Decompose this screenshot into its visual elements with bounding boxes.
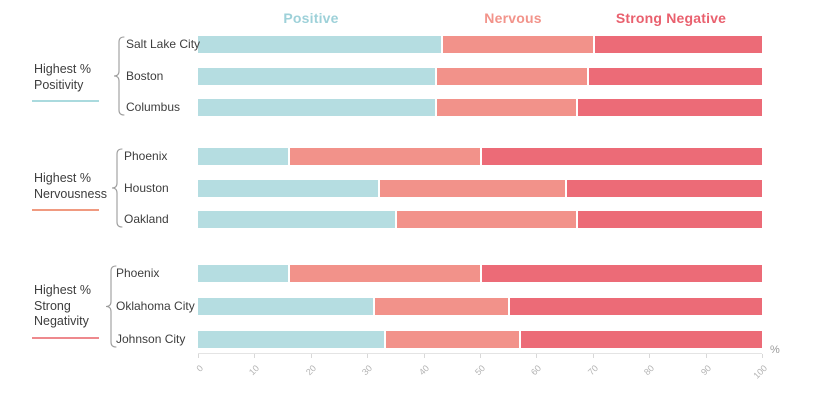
bar-row: Columbus (126, 99, 762, 116)
group-label-line: Highest % (34, 62, 91, 76)
segment-nervous (384, 331, 520, 348)
segment-strong-negative (519, 331, 762, 348)
segment-positive (198, 179, 379, 197)
group-underline (32, 209, 99, 211)
segment-positive (198, 99, 435, 116)
tick-label: 0 (194, 363, 206, 374)
city-label: Salt Lake City (126, 37, 201, 51)
segment-strong-negative (587, 67, 762, 85)
segment-positive (198, 36, 441, 53)
tick-label: 40 (416, 363, 431, 378)
segment-nervous (434, 67, 588, 85)
tick-mark (762, 354, 763, 358)
group-label-line: Positivity (34, 77, 84, 92)
group-label-line: Highest % (34, 283, 91, 297)
tick-label: 10 (247, 363, 262, 378)
tick-label: 30 (360, 363, 375, 378)
tick-label: 70 (585, 363, 600, 378)
stacked-bar (198, 99, 762, 116)
bar-row: Johnson City (116, 331, 762, 348)
group-label-positivity: Highest % Positivity (32, 62, 104, 102)
bar-row: Oakland (124, 211, 762, 228)
axis-unit-label: % (770, 344, 780, 356)
tick-mark (480, 354, 481, 358)
city-label: Oklahoma City (116, 299, 195, 313)
bar-row: Houston (124, 179, 762, 197)
group-label-nervousness: Highest % Nervousness (32, 171, 107, 211)
stacked-bar (198, 331, 762, 348)
stacked-bar (198, 265, 762, 282)
legend-positive: Positive (283, 10, 339, 26)
segment-positive (198, 331, 385, 348)
segment-nervous (288, 148, 480, 165)
tick-mark (310, 354, 312, 358)
group-label-line: Nervousness (34, 186, 107, 201)
tick-mark (254, 354, 256, 358)
city-label: Boston (126, 68, 164, 83)
group-label-line: Strong (34, 298, 71, 313)
segment-strong-negative (564, 179, 762, 197)
legend-nervous: Nervous (484, 10, 542, 26)
city-label: Phoenix (116, 266, 160, 280)
segment-nervous (440, 36, 593, 53)
city-label: Phoenix (124, 149, 168, 163)
group-label-strong-negativity: Highest % Strong Negativity (32, 283, 104, 339)
segment-positive (198, 211, 396, 228)
segment-strong-negative (592, 36, 762, 53)
segment-positive (198, 265, 289, 282)
tick-mark (367, 354, 369, 358)
segment-nervous (378, 179, 565, 197)
stacked-bar (198, 211, 762, 228)
tick-mark (592, 354, 594, 358)
segment-strong-negative (575, 99, 762, 116)
bar-row: Phoenix (124, 148, 762, 165)
segment-nervous (372, 298, 509, 315)
tick-label: 60 (529, 363, 544, 378)
city-label: Columbus (126, 100, 181, 114)
tick-mark (198, 354, 199, 358)
tick-label: 50 (472, 363, 488, 378)
segment-strong-negative (575, 211, 762, 228)
segment-positive (198, 298, 373, 315)
tick-mark (705, 354, 707, 358)
legend-strong-negative: Strong Negative (615, 10, 727, 26)
x-axis: 0 10 20 30 40 50 60 70 80 90 100 (194, 353, 769, 381)
bar-row: Boston (126, 67, 762, 85)
group-brace (105, 265, 117, 348)
segment-nervous (288, 265, 480, 282)
stacked-bar (198, 67, 762, 85)
bar-row: Salt Lake City (126, 36, 762, 53)
group-brace (111, 148, 123, 228)
tick-mark (649, 354, 651, 358)
bar-row: Phoenix (116, 265, 762, 282)
stacked-bar (198, 298, 762, 315)
bar-row: Oklahoma City (116, 298, 762, 315)
tick-label: 20 (303, 363, 318, 378)
city-label: Johnson City (116, 332, 186, 346)
group-label-line: Highest % (34, 171, 91, 185)
stacked-bar (198, 148, 762, 165)
group-underline (32, 336, 99, 339)
city-label: Houston (124, 180, 169, 195)
group-underline (32, 100, 99, 102)
segment-nervous (434, 99, 576, 116)
group-brace (113, 36, 125, 116)
segment-strong-negative (479, 265, 762, 282)
tick-mark (423, 354, 425, 358)
city-label: Oakland (124, 212, 169, 226)
tick-label: 90 (698, 363, 713, 378)
group-label-line: Negativity (34, 314, 89, 328)
tick-label: 100 (751, 363, 770, 381)
stacked-bar (198, 179, 762, 197)
segment-strong-negative (508, 298, 762, 315)
segment-positive (198, 67, 435, 85)
stacked-bar (198, 36, 762, 53)
tick-label: 80 (642, 363, 657, 378)
tick-mark (536, 354, 538, 358)
segment-positive (198, 148, 289, 165)
segment-nervous (395, 211, 576, 228)
segment-strong-negative (479, 148, 762, 165)
